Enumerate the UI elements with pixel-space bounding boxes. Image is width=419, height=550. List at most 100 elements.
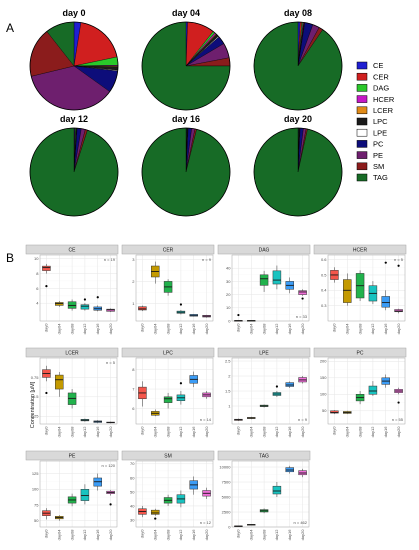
outlier-point	[109, 503, 112, 506]
box-panel-lpe: LPE 1 1.5 2 2.5 day0 day04 day08 day12 day16 day20…	[217, 347, 311, 438]
y-tick-label: 3	[132, 257, 135, 262]
x-tick-label: day12	[82, 529, 87, 541]
panel-title: PE	[69, 453, 76, 459]
x-tick-label: day0	[236, 426, 241, 435]
x-tick-label: day12	[370, 323, 375, 335]
legend-label-sm: SM	[373, 162, 384, 171]
y-tick-label: 7	[132, 386, 135, 391]
legend-swatch-lpc	[356, 117, 368, 126]
box-day08	[163, 396, 173, 403]
x-tick-label: day08	[69, 426, 74, 438]
panel-title: LPE	[259, 350, 269, 356]
box-day08	[259, 274, 269, 286]
pie-outline	[253, 127, 343, 217]
y-tick-label: 200	[320, 359, 327, 364]
outlier-point	[275, 385, 279, 388]
y-tick-label: 0.25	[31, 414, 40, 419]
y-tick-label: 50	[130, 489, 135, 494]
legend-label-ce: CE	[373, 61, 383, 70]
x-tick-label: day20	[108, 529, 113, 541]
n-label: n = 33	[296, 314, 308, 319]
x-tick-label: day04	[57, 426, 62, 438]
panel-strip	[217, 347, 311, 358]
lipid-legend: CE CER DAG HCER LCER LPC LPE PC PE SM TAG	[356, 61, 395, 182]
n-label: n = 120	[102, 463, 116, 468]
panel-title: SM	[164, 453, 172, 459]
legend-label-cer: CER	[373, 72, 389, 81]
outlier-point	[154, 517, 157, 520]
pie-title: day 04	[172, 8, 200, 18]
plot-frame	[231, 357, 310, 425]
y-tick-label: 70	[130, 461, 135, 466]
y-tick-label: 40	[130, 503, 135, 508]
y-tick-label: 0.75	[31, 375, 40, 380]
n-label: n = 19	[104, 257, 116, 262]
pie-slice-tag	[253, 127, 343, 217]
x-tick-label: day0	[236, 323, 241, 332]
x-tick-label: day0	[332, 426, 337, 435]
x-tick-label: day12	[274, 529, 279, 541]
x-tick-label: day12	[370, 426, 375, 438]
box-panel-pe: PE 50 75 100 125 day0 day04 day08 day12 day16 day2…	[25, 450, 119, 541]
x-tick-label: day04	[249, 323, 254, 335]
legend-swatch-ce	[356, 61, 368, 70]
y-axis-label: Concentration [μM]	[30, 381, 36, 428]
x-tick-label: day12	[82, 323, 87, 335]
x-tick-label: day16	[287, 529, 292, 541]
x-tick-label: day04	[345, 426, 350, 438]
outlier-point	[96, 296, 99, 299]
n-label: n = 14	[200, 417, 212, 422]
pie-5: day 16	[141, 114, 231, 217]
y-tick-label: 30	[226, 279, 231, 284]
plot-frame	[39, 460, 118, 528]
legend-swatch-pc	[356, 140, 368, 148]
panel-title: CER	[163, 247, 174, 253]
legend-label-lpc: LPC	[373, 117, 388, 126]
x-tick-label: day20	[204, 426, 209, 438]
panel-strip	[121, 347, 215, 358]
panel-strip	[121, 450, 215, 461]
y-tick-label: 10	[226, 305, 231, 310]
y-tick-label: 150	[320, 375, 327, 380]
box-panel-dag: DAG 0 10 20 30 40 day0 day04 day08 day12 day16 day2…	[217, 244, 311, 335]
plot-frame	[327, 357, 406, 425]
y-tick-label: 0	[228, 524, 231, 529]
n-label: n = 9	[202, 257, 212, 262]
x-tick-label: day16	[287, 426, 292, 438]
x-tick-label: day04	[57, 323, 62, 335]
y-tick-label: 6	[36, 286, 39, 291]
y-tick-label: 30	[130, 517, 135, 522]
plot-frame	[327, 254, 406, 322]
y-tick-label: 10000	[219, 464, 231, 469]
plot-frame	[135, 357, 214, 425]
pie-outline	[29, 21, 119, 111]
legend-label-lpe: LPE	[373, 128, 387, 137]
y-tick-label: 2	[132, 279, 135, 284]
x-tick-label: day0	[236, 529, 241, 538]
pie-slice-tag	[141, 127, 231, 217]
x-tick-label: day08	[261, 426, 266, 438]
y-tick-label: 10	[34, 256, 39, 261]
x-tick-label: day20	[396, 426, 401, 438]
legend-swatch-dag	[356, 84, 368, 92]
panel-strip	[25, 347, 119, 358]
panel-strip	[25, 450, 119, 461]
box-day16	[381, 296, 390, 308]
y-tick-label: 100	[320, 392, 327, 397]
outlier-point	[301, 297, 304, 300]
y-tick-label: 75	[34, 502, 39, 507]
legend-label-lcer: LCER	[373, 106, 394, 115]
y-tick-label: 0	[228, 318, 231, 323]
pie-title: day 20	[284, 114, 312, 124]
y-tick-label: 40	[226, 266, 231, 271]
box-panel-ce: CE 4 6 8 10 day0 day04 day08 day12 day16 day20 n = …	[25, 244, 119, 335]
outlier-point	[384, 261, 387, 264]
box-day12	[272, 270, 282, 285]
legend-swatch-cer	[356, 72, 368, 81]
outlier-point	[83, 298, 87, 301]
y-tick-label: 2.5	[225, 358, 231, 363]
y-tick-label: 50	[322, 408, 327, 413]
x-tick-label: day0	[332, 323, 337, 332]
